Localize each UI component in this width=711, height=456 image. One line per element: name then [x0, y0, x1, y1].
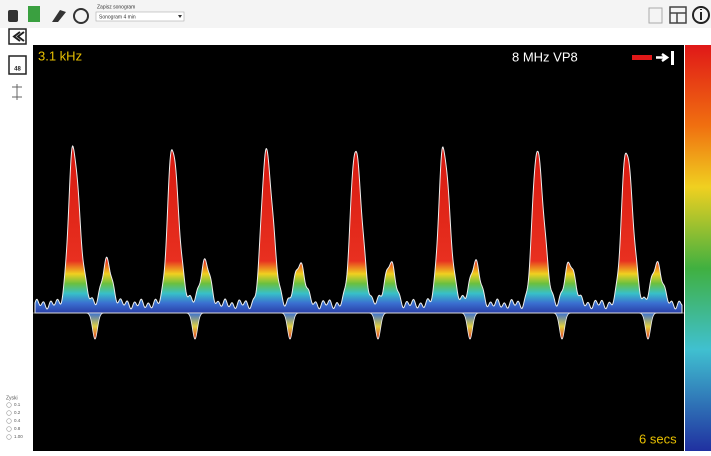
screen: Zapisz sonogram Sonogram 4 min 48 Zyski … [0, 0, 711, 451]
color-scale [685, 45, 711, 451]
time-label: 6 secs [639, 431, 677, 446]
zoom-label: Zyski [6, 395, 18, 401]
zoom-option: 0.2 [14, 410, 21, 415]
probe-label: 8 MHz VP8 [512, 49, 578, 64]
zoom-option: 0.8 [14, 426, 21, 431]
zoom-option: 0.1 [14, 402, 21, 407]
zoom-radio[interactable] [7, 403, 12, 408]
zoom-radio[interactable] [7, 427, 12, 432]
frequency-label: 3.1 kHz [38, 48, 82, 63]
user-icon[interactable] [8, 10, 18, 22]
zoom-option: 0.4 [14, 418, 21, 423]
zoom-radio[interactable] [7, 419, 12, 424]
direction-indicator [632, 55, 652, 60]
zoom-button-label: 48 [14, 67, 21, 73]
zoom-option: 1.00 [14, 434, 23, 439]
direction-bar [671, 51, 674, 65]
dropdown-value: Sonogram 4 min [99, 14, 136, 20]
app-window: Zapisz sonogram Sonogram 4 min 48 Zyski … [0, 0, 711, 451]
zoom-radio[interactable] [7, 435, 12, 440]
zoom-radio[interactable] [7, 411, 12, 416]
toolbar-label: Zapisz sonogram [97, 4, 135, 10]
export-icon[interactable] [28, 6, 40, 22]
